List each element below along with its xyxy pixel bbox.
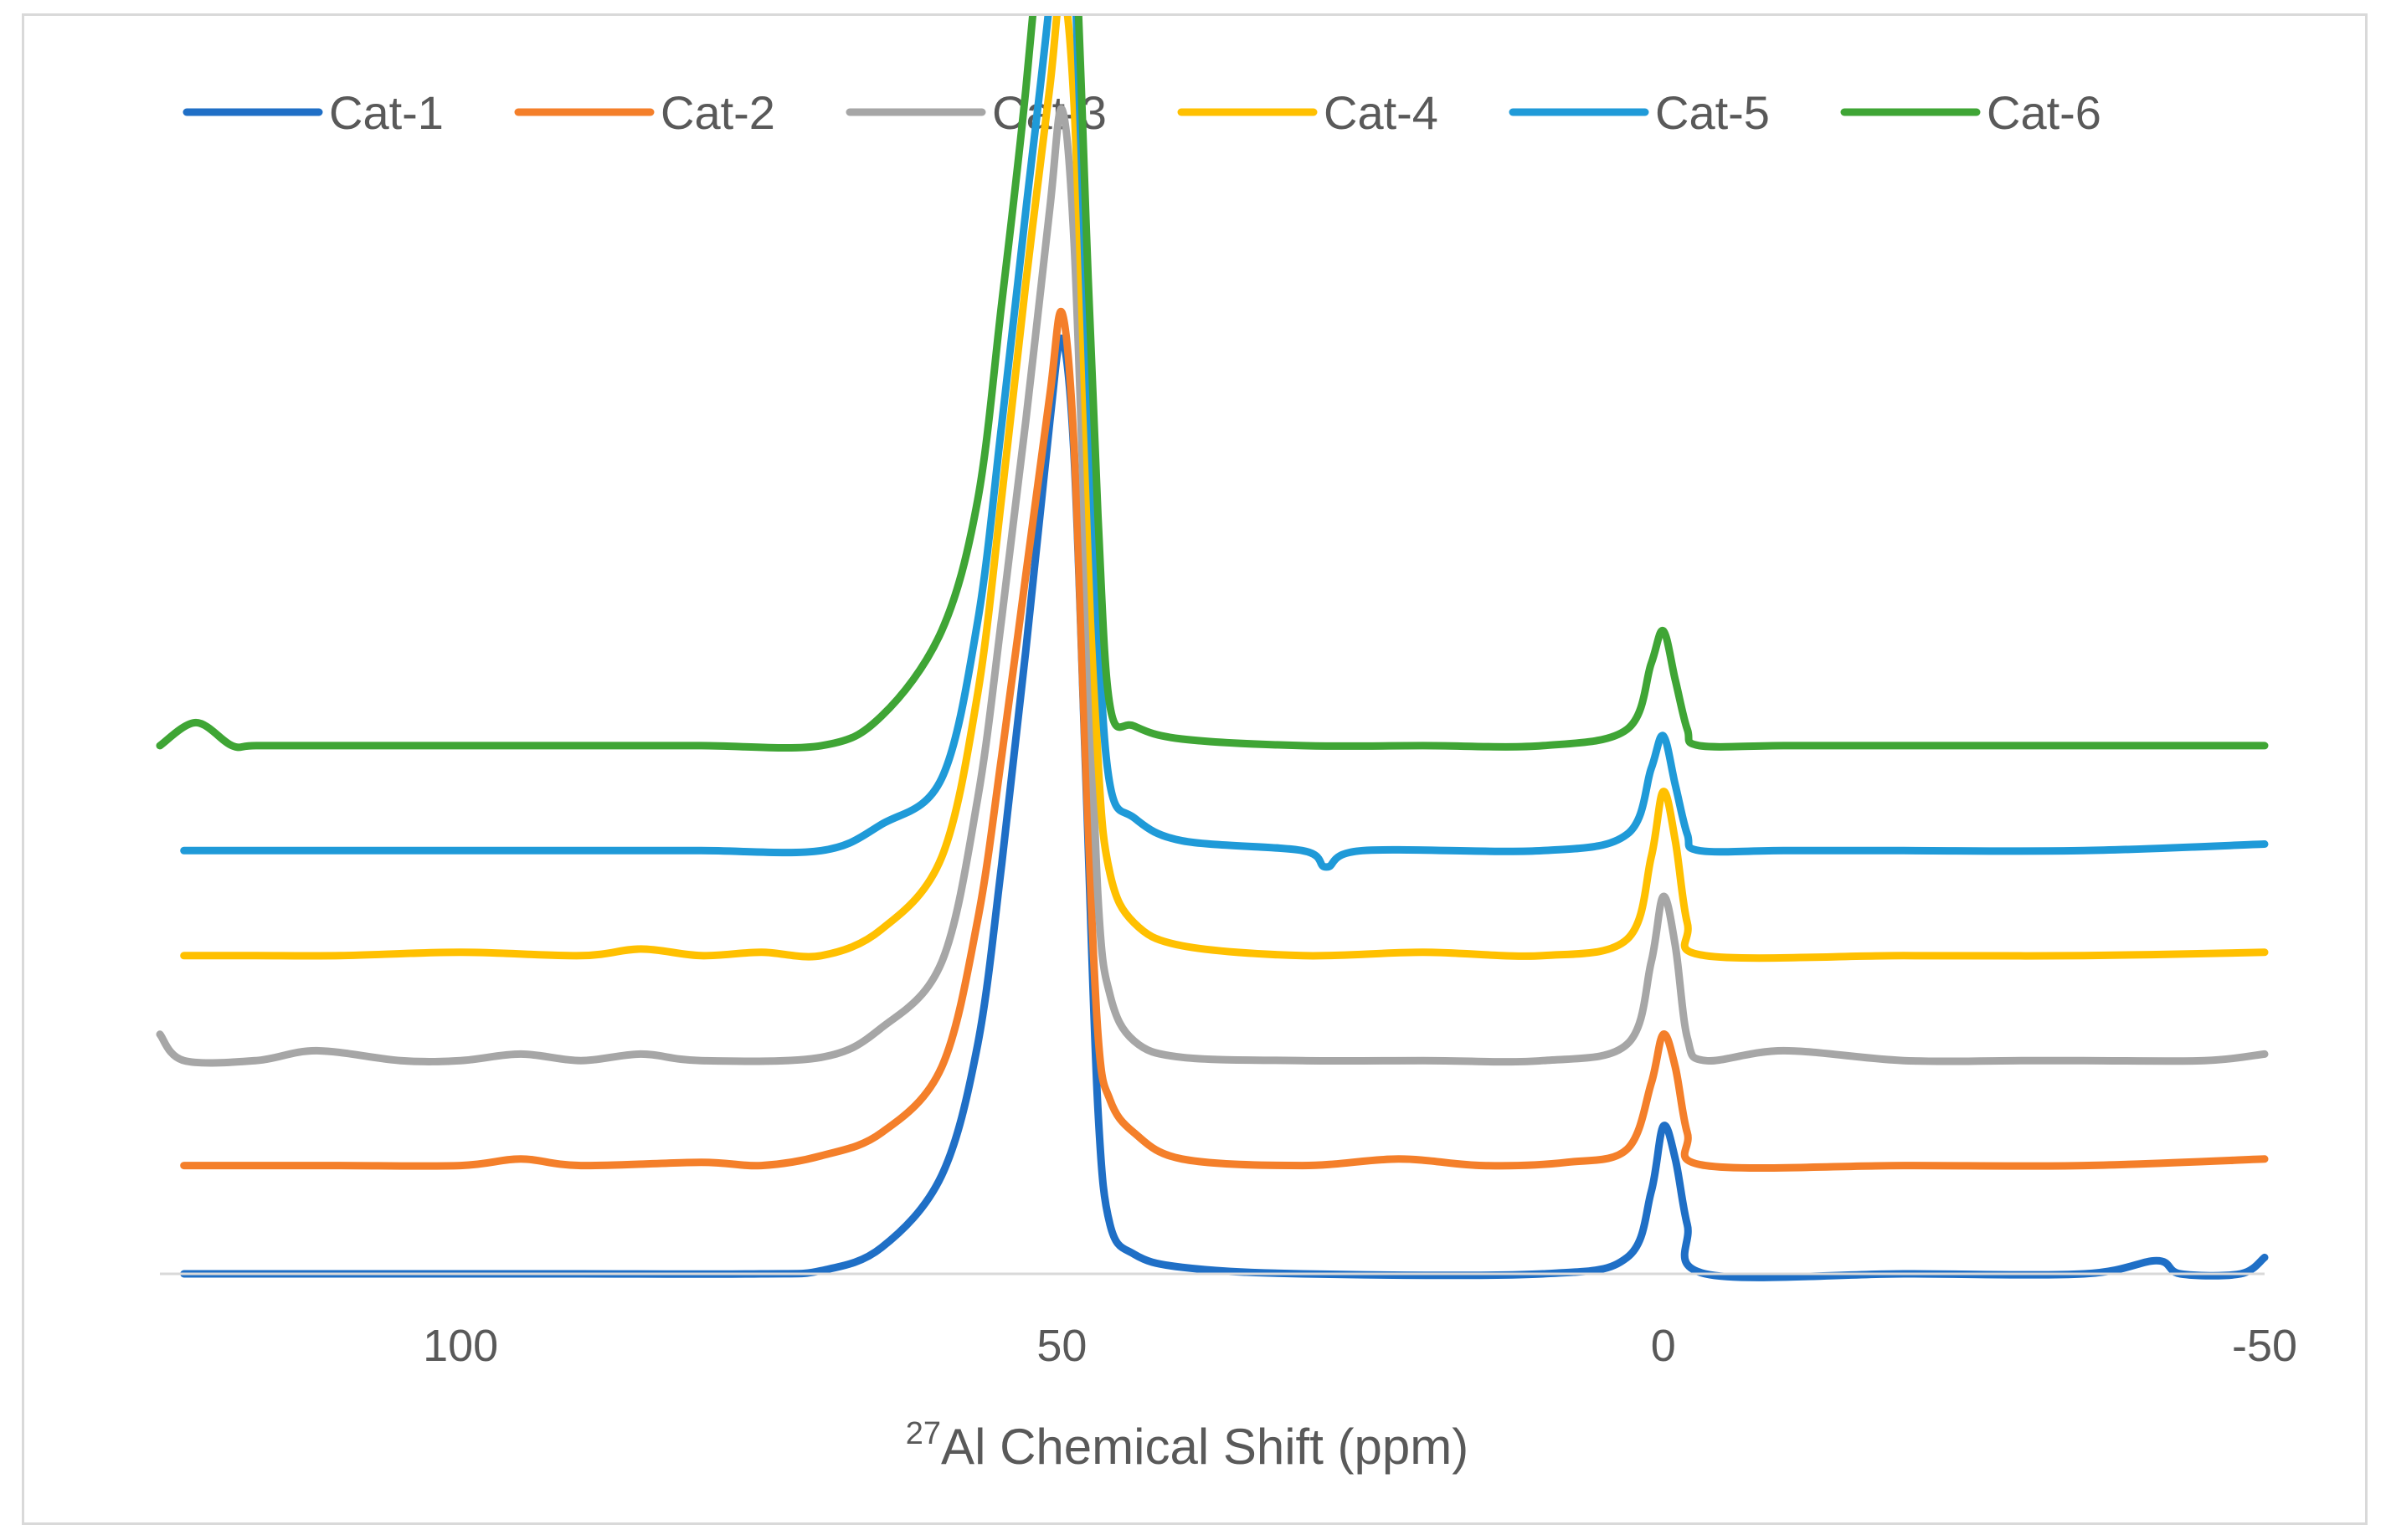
chart-frame: Cat-1 Cat-2 Cat-3 Cat-4 Cat-5 Cat-6 100 50 0 -50… [22,0,2368,1525]
legend-entry-cat-6: Cat-6 [1840,86,2101,139]
series-line-cat-4 [180,0,2269,963]
legend-entry-cat-1: Cat-1 [183,86,444,139]
x-axis-title-superscript: 27 [906,1416,941,1451]
spectra-chart: Cat-1 Cat-2 Cat-3 Cat-4 Cat-5 Cat-6 100 50 0 -50… [156,0,2297,1475]
series-line-cat-3 [156,105,2269,1067]
legend-label: Cat-4 [1324,86,1438,139]
series-layer [156,0,2269,1281]
series-line-cat-1 [180,334,2269,1281]
x-tick-labels: 100 50 0 -50 [423,1321,2297,1371]
series-line-cat-2 [180,307,2269,1173]
x-tick-label: 50 [1036,1321,1087,1371]
plot-area: 100 50 0 -50 [156,0,2297,1371]
legend: Cat-1 Cat-2 Cat-3 Cat-4 Cat-5 Cat-6 [183,86,2101,139]
x-axis-title-main: Al Chemical Shift (ppm) [941,1419,1468,1475]
legend-entry-cat-4: Cat-4 [1177,86,1438,139]
x-tick-label: 0 [1651,1321,1676,1371]
legend-label: Cat-1 [329,86,444,139]
legend-label: Cat-5 [1655,86,1770,139]
legend-label: Cat-2 [661,86,775,139]
legend-label: Cat-6 [1987,86,2101,139]
x-tick-label: -50 [2232,1321,2297,1371]
legend-entry-cat-2: Cat-2 [514,86,775,139]
series-line-cat-6 [156,0,2269,752]
x-axis-title: 27Al Chemical Shift (ppm) [906,1416,1468,1475]
legend-entry-cat-5: Cat-5 [1509,86,1770,139]
x-tick-label: 100 [423,1321,498,1371]
